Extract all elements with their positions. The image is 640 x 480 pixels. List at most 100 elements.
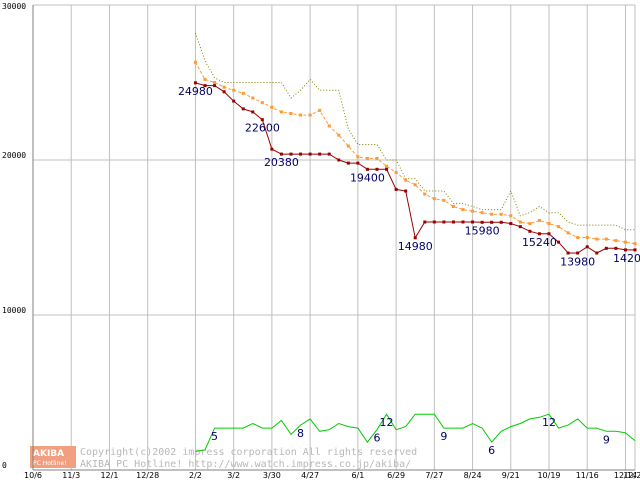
watermark: AKIBA PC Hotline! Copyright(c)2002 impre…	[30, 446, 417, 470]
series-point-min-price	[203, 84, 207, 88]
series-point-average-price	[260, 101, 264, 105]
x-tick-label: 9/21	[502, 471, 520, 480]
series-point-min-price	[557, 240, 561, 244]
series-point-min-price	[451, 220, 455, 224]
series-point-average-price	[585, 236, 589, 239]
series-point-min-price	[193, 81, 197, 85]
series-point-average-price	[480, 211, 484, 215]
data-label: 15980	[465, 224, 500, 237]
data-label: 12	[542, 416, 556, 429]
series-point-average-price	[451, 205, 455, 208]
series-point-average-price	[337, 133, 341, 137]
x-tick-label: 12/28	[136, 471, 159, 480]
series-point-min-price	[270, 147, 274, 151]
series-point-average-price	[270, 105, 274, 109]
series-point-min-price	[308, 152, 312, 156]
series-line-average-price	[194, 62, 636, 245]
series-point-average-price	[346, 144, 350, 148]
series-point-min-price	[518, 225, 522, 229]
series-point-average-price	[461, 208, 465, 212]
series-line-min-price	[195, 82, 635, 254]
series-point-average-price	[547, 222, 551, 226]
series-point-min-price	[566, 251, 570, 255]
series-point-min-price	[537, 232, 541, 236]
series-point-min-price	[423, 220, 427, 224]
series-point-min-price	[289, 152, 293, 156]
data-label: 15240	[522, 236, 557, 249]
series-point-average-price	[557, 225, 561, 229]
series-point-average-price	[375, 156, 379, 160]
series-point-min-price	[623, 248, 627, 252]
series-point-min-price	[251, 110, 255, 114]
series-point-average-price	[537, 218, 541, 222]
series-point-min-price	[222, 90, 226, 94]
x-tick-label: 2/2	[189, 471, 202, 480]
series-point-min-price	[528, 229, 532, 233]
series-point-average-price	[604, 237, 608, 241]
series-point-average-price	[528, 222, 532, 226]
x-tick-label: 8/24	[464, 471, 482, 480]
series-point-min-price	[375, 167, 379, 171]
data-label: 5	[211, 430, 218, 443]
x-tick-label: 10/19	[537, 471, 560, 480]
series-point-min-price	[576, 251, 580, 255]
series-point-average-price	[308, 113, 312, 117]
series-point-min-price	[385, 167, 389, 171]
series-point-min-price	[260, 118, 264, 122]
series-point-average-price	[241, 91, 245, 95]
series-line-shop-count	[195, 413, 636, 452]
series-point-average-price	[499, 212, 503, 216]
akiba-logo	[30, 446, 76, 468]
series-point-min-price	[480, 220, 484, 224]
series-point-min-price	[365, 167, 369, 171]
series-point-average-price	[595, 237, 599, 241]
data-label: 8	[297, 427, 304, 440]
series-point-min-price	[279, 152, 283, 156]
series-point-min-price	[614, 246, 618, 250]
series-point-average-price	[289, 112, 293, 115]
series-point-average-price	[356, 155, 360, 159]
series-point-min-price	[232, 99, 236, 103]
series-point-average-price	[413, 183, 417, 187]
y-tick-label: 20000	[2, 151, 26, 160]
series-point-min-price	[213, 84, 217, 88]
x-tick-label: 6/29	[387, 471, 405, 480]
data-label: 12	[380, 416, 394, 429]
series-point-min-price	[346, 161, 350, 165]
series-point-min-price	[318, 152, 322, 156]
series-line-max-price	[194, 32, 635, 231]
series-point-average-price	[623, 240, 627, 244]
x-tick-label: 4/27	[301, 471, 319, 480]
series-point-min-price	[585, 245, 589, 249]
series-point-average-price	[279, 110, 283, 114]
series-point-min-price	[509, 222, 513, 226]
series-point-average-price	[203, 77, 207, 81]
data-label: 24980	[178, 85, 213, 98]
x-tick-label: 6/1	[351, 471, 364, 480]
data-label-layer: 24980 22600 20380 19400 14980 15980 1524013980…	[178, 85, 640, 457]
data-label: 6	[488, 444, 495, 457]
series-point-min-price	[604, 246, 608, 250]
series-point-average-price	[232, 88, 236, 92]
series-point-average-price	[614, 239, 618, 243]
series-point-average-price	[404, 178, 408, 182]
series-point-average-price	[509, 214, 513, 218]
series-point-average-price	[385, 164, 389, 168]
series-point-average-price	[299, 113, 303, 117]
series-point-min-price	[394, 187, 398, 191]
series-point-average-price	[633, 242, 637, 246]
akiba-logo-subtext: PC Hotline!	[33, 460, 66, 467]
data-label: 19400	[350, 171, 385, 184]
series-point-min-price	[442, 220, 446, 224]
series-point-average-price	[442, 198, 446, 202]
data-label: 20380	[264, 156, 299, 169]
data-label: 9	[440, 430, 447, 443]
x-tick-label: 3/2	[227, 471, 240, 480]
series-point-min-price	[413, 236, 417, 240]
series-point-average-price	[423, 192, 427, 196]
y-tick-label: 10000	[2, 306, 26, 315]
data-label: 14980	[398, 240, 433, 253]
series-layer	[193, 32, 637, 452]
